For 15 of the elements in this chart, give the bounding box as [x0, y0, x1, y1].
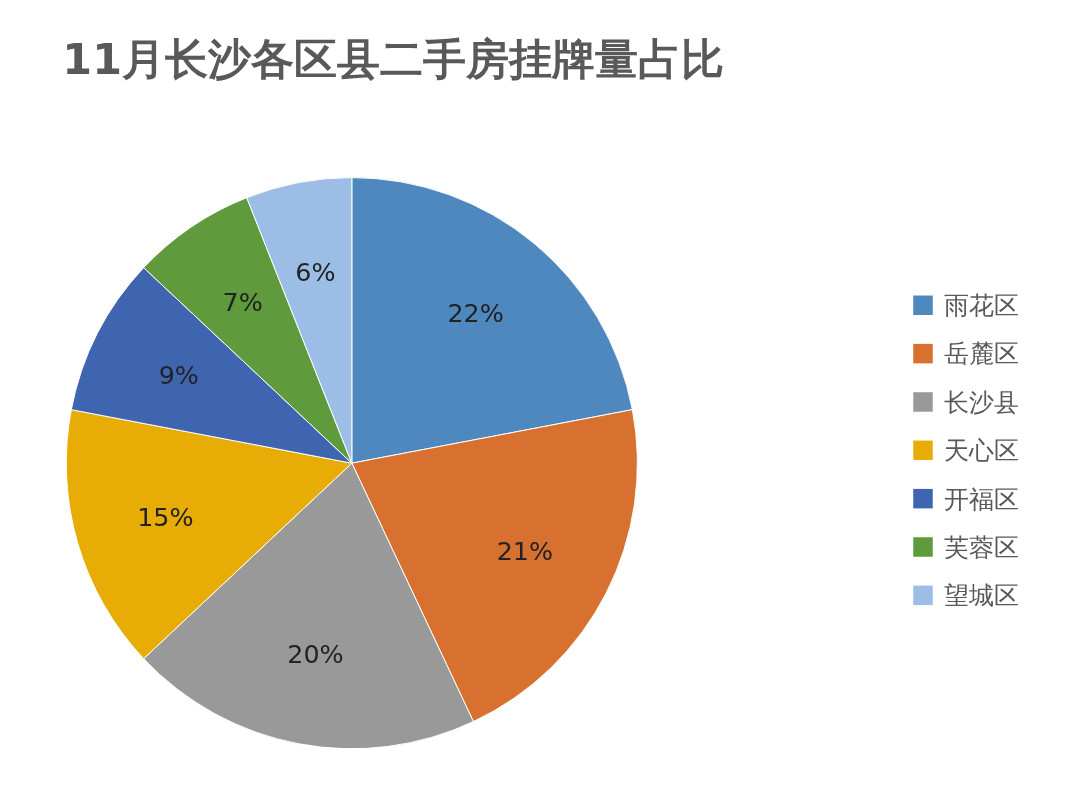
legend-label: 天心区: [944, 435, 1020, 466]
legend-label: 长沙县: [944, 386, 1020, 417]
legend-label: 望城区: [944, 580, 1020, 611]
data-label: 6%: [295, 257, 336, 288]
data-label: 20%: [287, 638, 344, 669]
legend-label: 岳麓区: [944, 338, 1020, 369]
legend-label: 雨花区: [944, 290, 1020, 321]
legend-label: 芙蓉区: [944, 531, 1020, 562]
data-label: 7%: [222, 287, 263, 318]
legend-label: 开福区: [944, 483, 1020, 514]
data-label: 9%: [158, 359, 199, 390]
data-label: 22%: [447, 298, 504, 329]
chart-title: 11月长沙各区县二手房挂牌量占比: [62, 34, 725, 85]
data-label: 15%: [137, 502, 194, 533]
data-label: 21%: [496, 536, 554, 567]
